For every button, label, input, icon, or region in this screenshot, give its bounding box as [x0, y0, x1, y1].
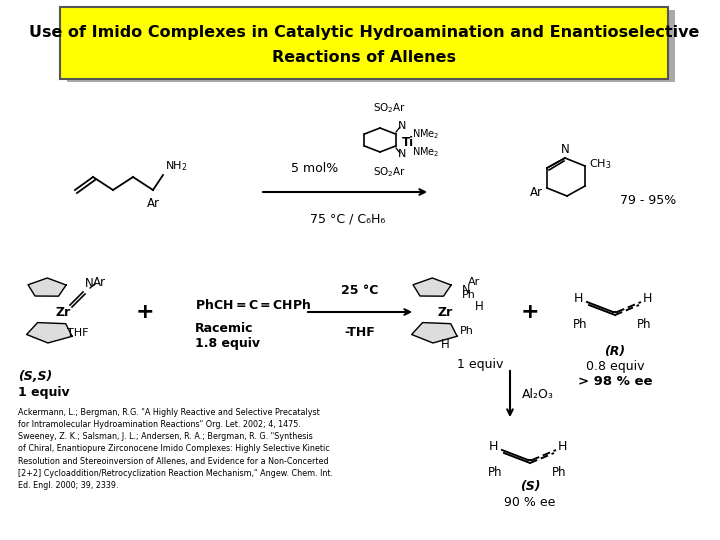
Text: Zr: Zr — [437, 306, 453, 319]
Text: H: H — [558, 440, 567, 453]
Text: Ph: Ph — [552, 465, 567, 478]
Text: (S): (S) — [520, 480, 540, 493]
Text: Ph: Ph — [460, 326, 474, 336]
Text: N: N — [561, 143, 570, 156]
Text: Zr: Zr — [55, 306, 71, 319]
Text: H: H — [475, 300, 484, 313]
Text: N: N — [398, 121, 406, 131]
Text: Ph: Ph — [572, 318, 587, 330]
Text: 25 °C: 25 °C — [341, 284, 379, 297]
Text: (S,S): (S,S) — [18, 370, 53, 383]
Text: 1 equiv: 1 equiv — [18, 386, 70, 399]
Text: Al₂O₃: Al₂O₃ — [522, 388, 554, 401]
Text: H: H — [574, 292, 583, 305]
Text: Ph: Ph — [637, 318, 652, 330]
Text: > 98 % ee: > 98 % ee — [577, 375, 652, 388]
Text: 75 °C / C₆H₆: 75 °C / C₆H₆ — [310, 212, 386, 225]
Text: Ph: Ph — [487, 465, 502, 478]
Polygon shape — [412, 322, 457, 343]
Text: Racemic: Racemic — [195, 322, 253, 335]
Text: (R): (R) — [604, 345, 626, 358]
Text: H: H — [441, 338, 449, 351]
Text: Ar: Ar — [530, 186, 543, 199]
Text: Reactions of Allenes: Reactions of Allenes — [272, 51, 456, 65]
Polygon shape — [28, 278, 66, 296]
Polygon shape — [27, 322, 72, 343]
Text: Ackermann, L.; Bergman, R.G. "A Highly Reactive and Selective Precatalyst
for In: Ackermann, L.; Bergman, R.G. "A Highly R… — [18, 408, 333, 490]
Text: Ar: Ar — [468, 277, 480, 287]
Text: 0.8 equiv: 0.8 equiv — [586, 360, 644, 373]
Text: PhCH$\mathbf{=}$C$\mathbf{=}$CHPh: PhCH$\mathbf{=}$C$\mathbf{=}$CHPh — [195, 298, 311, 312]
Text: SO$_2$Ar: SO$_2$Ar — [374, 165, 407, 179]
Text: NMe$_2$: NMe$_2$ — [412, 145, 439, 159]
Text: NH$_2$: NH$_2$ — [165, 159, 187, 173]
FancyBboxPatch shape — [60, 7, 668, 79]
Text: Ar: Ar — [146, 197, 160, 210]
Text: THF: THF — [67, 328, 89, 338]
Text: Use of Imido Complexes in Catalytic Hydroamination and Enantioselective: Use of Imido Complexes in Catalytic Hydr… — [29, 25, 699, 40]
Text: Ar: Ar — [93, 275, 106, 288]
Text: SO$_2$Ar: SO$_2$Ar — [374, 101, 407, 115]
Text: +: + — [135, 302, 154, 322]
Text: N: N — [462, 285, 470, 295]
FancyBboxPatch shape — [67, 10, 675, 82]
Text: 90 % ee: 90 % ee — [504, 496, 556, 509]
Text: -THF: -THF — [345, 326, 375, 339]
Text: N: N — [398, 149, 406, 159]
Text: NMe$_2$: NMe$_2$ — [412, 127, 439, 141]
Text: N: N — [85, 277, 94, 290]
Polygon shape — [413, 278, 451, 296]
Text: +: + — [521, 302, 539, 322]
Text: CH$_3$: CH$_3$ — [589, 157, 611, 171]
Text: H: H — [489, 440, 498, 453]
Text: Ph: Ph — [462, 290, 476, 300]
Text: H: H — [643, 292, 652, 305]
Text: 1 equiv: 1 equiv — [456, 358, 503, 371]
Text: 5 mol%: 5 mol% — [292, 161, 338, 174]
Text: 1.8 equiv: 1.8 equiv — [195, 337, 260, 350]
Text: 79 - 95%: 79 - 95% — [620, 193, 676, 206]
Text: Ti: Ti — [402, 136, 414, 148]
